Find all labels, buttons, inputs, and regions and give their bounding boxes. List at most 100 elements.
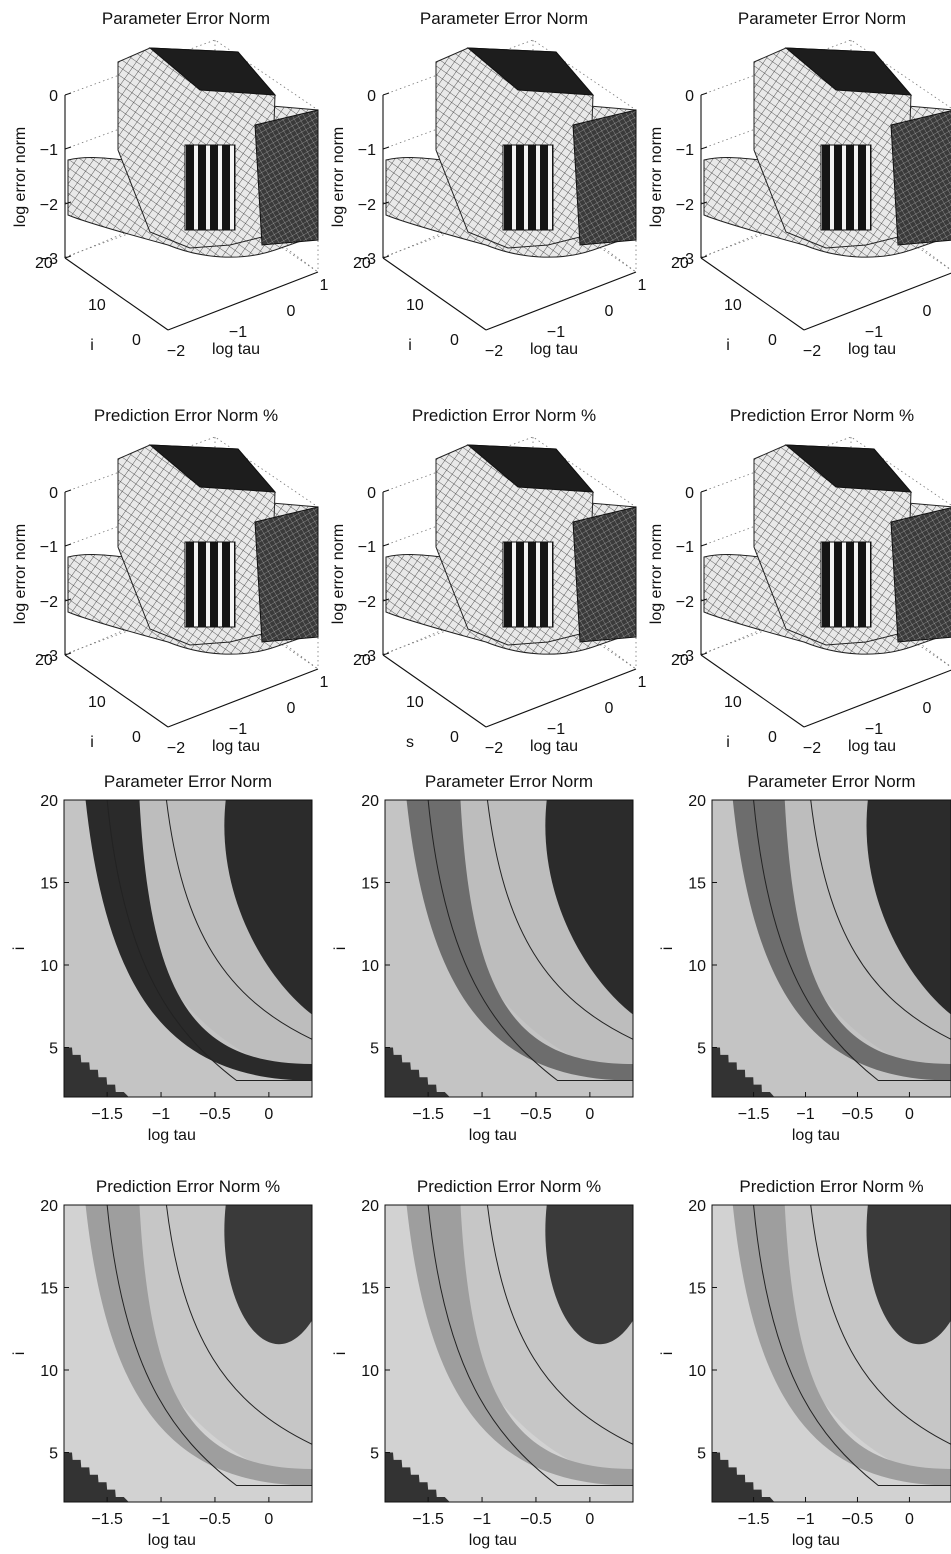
z-tick-label: −3 — [676, 648, 694, 665]
y-axis-label: i — [90, 734, 94, 751]
y-tick-label: 20 — [40, 793, 58, 810]
contour-region — [545, 1205, 633, 1345]
z-tick-label: −2 — [40, 594, 58, 611]
y-tick-label: 10 — [40, 1363, 58, 1380]
surface-shadow — [572, 109, 637, 246]
panel-title: Parameter Error Norm — [102, 9, 270, 28]
x-axis-label: log tau — [469, 1532, 517, 1549]
contour-staircase — [385, 1047, 450, 1097]
surface-ridge — [184, 541, 236, 628]
x-tick-label: −0.5 — [199, 1106, 231, 1123]
y-axis-label: i — [726, 337, 730, 354]
surface-shadow — [890, 110, 951, 246]
x-tick-label: 0 — [605, 700, 614, 717]
plot-frame — [384, 1204, 634, 1503]
y-tick-label: 10 — [406, 297, 424, 314]
z-tick-label: 0 — [685, 88, 694, 105]
contour-region — [712, 800, 951, 1097]
x-tick-label: −2 — [485, 343, 503, 360]
x-tick-label: 0 — [905, 1106, 914, 1123]
x-axis-line — [167, 668, 319, 728]
contour-line — [753, 1205, 951, 1486]
y-tick-label: 20 — [353, 255, 371, 272]
x-axis-label: log tau — [469, 1127, 517, 1144]
surface-panel-4: Prediction Error Norm % 0 −1 −2 −3 log error … — [12, 406, 329, 757]
contour-region — [224, 800, 312, 1015]
y-tick-label: 15 — [361, 1281, 379, 1298]
z-tick-label: 0 — [685, 485, 694, 502]
wall-gridline — [214, 201, 319, 273]
plot-frame — [63, 799, 313, 1098]
contour-panel-5: Prediction Error Norm % 20 15 10 5 i −1.5 −1 −0.… — [332, 1177, 634, 1549]
wall-gridline — [850, 201, 951, 271]
x-tick-label: −1 — [796, 1511, 814, 1528]
y-tick-label: 20 — [688, 1198, 706, 1215]
x-tick-label: −0.5 — [520, 1511, 552, 1528]
x-tick-label: −1 — [547, 721, 565, 738]
wall-gridline — [850, 598, 951, 668]
z-tick-label: −1 — [676, 142, 694, 159]
x-axis-line — [803, 272, 951, 331]
panel-title: Prediction Error Norm % — [94, 406, 278, 425]
surface-ridge — [820, 144, 872, 231]
x-tick-label: −1 — [229, 721, 247, 738]
y-axis-line — [700, 654, 805, 728]
contour-region — [385, 800, 633, 1097]
z-tick-label: −1 — [676, 539, 694, 556]
x-tick-label: −0.5 — [199, 1511, 231, 1528]
x-axis-label: log tau — [148, 1127, 196, 1144]
y-tick-label: 0 — [768, 332, 777, 349]
y-tick-label: 20 — [671, 652, 689, 669]
z-tick-label: −3 — [40, 251, 58, 268]
z-tick — [382, 652, 390, 656]
contour-staircase — [64, 1452, 129, 1502]
y-tick-label: 20 — [353, 652, 371, 669]
x-tick-label: −2 — [803, 343, 821, 360]
y-tick-label: 20 — [40, 1198, 58, 1215]
y-tick-label: 0 — [450, 332, 459, 349]
x-tick-label: −1 — [865, 721, 883, 738]
z-tick — [64, 92, 72, 96]
z-tick-label: −3 — [40, 648, 58, 665]
contour-line — [753, 800, 951, 1081]
contour-line — [486, 800, 633, 1040]
y-tick-label: 10 — [724, 297, 742, 314]
y-tick-label: 15 — [40, 1281, 58, 1298]
panel-title: Prediction Error Norm % — [730, 406, 914, 425]
surface-top — [784, 47, 913, 96]
z-tick-label: −1 — [40, 539, 58, 556]
z-tick — [382, 489, 390, 493]
y-axis-line — [64, 654, 169, 728]
y-axis-label: i — [332, 1352, 349, 1356]
z-tick-label: −2 — [358, 197, 376, 214]
wall-gridline — [214, 598, 319, 670]
panel-title: Prediction Error Norm % — [417, 1177, 601, 1196]
y-tick-label: 5 — [49, 1041, 58, 1058]
contour-line — [486, 1205, 633, 1445]
contour-region — [866, 800, 951, 1015]
contour-region — [64, 800, 312, 1097]
surface-top — [466, 47, 595, 96]
y-tick-label: 10 — [40, 958, 58, 975]
y-axis-label: i — [90, 337, 94, 354]
y-tick-label: 5 — [697, 1446, 706, 1463]
contour-region — [85, 800, 312, 1081]
wall-gridline — [532, 598, 637, 670]
y-tick-label: 15 — [688, 1281, 706, 1298]
y-tick-label: 20 — [671, 255, 689, 272]
x-tick-label: 1 — [320, 674, 329, 691]
x-axis-label: log tau — [148, 1532, 196, 1549]
contour-region — [545, 800, 633, 1015]
x-tick-label: −1 — [473, 1106, 491, 1123]
x-tick-label: 1 — [638, 674, 647, 691]
y-tick-label: 10 — [88, 297, 106, 314]
z-tick-label: −1 — [358, 142, 376, 159]
y-axis-label: i — [659, 1352, 676, 1356]
contour-staircase — [385, 1452, 450, 1502]
y-axis-label: s — [406, 734, 414, 751]
contour-region — [385, 1205, 633, 1502]
z-tick-label: −2 — [358, 594, 376, 611]
contour-panel-2: Parameter Error Norm 20 15 10 5 i −1.5 −1 −0.5 0 l… — [332, 772, 634, 1144]
y-axis-label: i — [11, 947, 28, 951]
x-tick-label: −0.5 — [842, 1106, 874, 1123]
